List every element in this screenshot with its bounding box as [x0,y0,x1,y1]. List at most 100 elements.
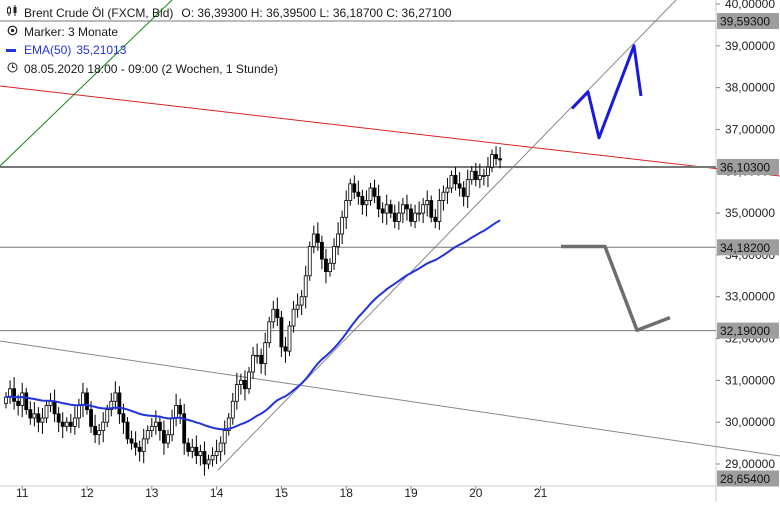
candle-up [263,342,268,365]
candle-down [125,421,130,440]
candle-up [198,451,203,457]
legend-ema-row: EMA(50) 35,21013 [6,41,452,60]
candle-up [271,308,276,323]
candle-down [429,200,434,218]
candle-up [336,233,341,247]
candle-up [328,262,332,273]
candle-up [384,204,389,214]
candle-up [210,455,215,461]
candle-up [396,212,401,222]
candle-up [486,166,490,176]
candle-down [380,208,385,214]
candle-up [222,430,227,444]
y-tick-label: 33,00000 [725,290,775,304]
candle-down [494,154,498,160]
candle-down [56,413,61,423]
x-tick-label: 13 [145,486,159,500]
candle-up [72,417,77,427]
projections [561,44,671,332]
chart-legend: Brent Crude Öl (FXCM, Bid) O: 36,39300 H… [6,4,452,78]
x-tick-label: 11 [16,486,29,500]
candle-down [388,204,393,214]
period-label: 08.05.2020 18:00 - 09:00 (2 Wochen, 1 St… [24,61,278,76]
projection-up [570,44,643,140]
candle-up [234,384,239,402]
y-tick-label: 40,00000 [725,0,775,11]
candle-down [182,413,187,444]
candle-up [32,413,37,419]
candle-up [421,204,426,214]
instrument-name: Brent Crude Öl (FXCM, Bid) [24,6,174,20]
candle-up [174,405,179,419]
y-tick-label: 37,00000 [725,122,775,136]
price-badge [717,322,779,339]
candle-up [481,175,486,177]
candle-down [52,400,57,415]
candle-up [20,392,25,406]
candle-up [465,179,470,197]
candle-down [409,208,413,222]
x-tick-label: 14 [210,486,224,500]
candle-down [24,392,29,411]
candle-up [469,170,474,181]
candle-up [218,442,223,452]
candle-up [81,392,85,406]
y-axis: 29,0000030,0000031,0000032,0000033,00000… [716,0,775,471]
price-badge [717,158,779,175]
candle-up [368,187,373,201]
price-badge-label: 32,19000 [720,324,770,338]
candle-down [36,413,41,423]
candle-down [279,317,284,348]
x-tick-label: 19 [404,486,418,500]
candle-up [490,154,494,168]
candle-up [141,438,146,452]
y-tick-label: 38,00000 [725,81,775,95]
x-tick-label: 21 [534,486,548,500]
candle-down [194,446,199,457]
candle-down [16,400,21,406]
candle-up [206,459,211,465]
candle-down [376,195,381,210]
candle-up [247,371,251,390]
candle-up [348,183,353,201]
candle-down [372,187,377,197]
candle-down [157,421,162,431]
price-badge-label: 28,65400 [720,472,770,486]
x-tick-label: 15 [275,486,289,500]
price-badge-label: 36,10300 [720,160,770,174]
candle-down [60,421,65,427]
candle-down [352,183,357,193]
candle-up [400,204,405,214]
candle-up [145,430,150,440]
price-badge-label: 34,18200 [720,241,770,255]
x-axis: 11 12 13 14 15 18 19 20 21 [16,486,548,500]
candle-down [121,413,126,423]
price-badge [717,13,779,30]
candle-down [162,430,166,444]
candle-down [129,438,134,444]
x-tick-label: 12 [80,486,94,500]
candle-up [425,200,430,206]
candle-down [178,405,183,415]
candle-up [287,325,292,352]
marker-icon [6,23,18,42]
y-tick-label: 29,00000 [725,457,775,471]
candlestick-icon [6,4,18,23]
candle-up [153,421,158,427]
price-badge [717,239,779,256]
marker-label: Marker: 3 Monate [24,24,119,39]
projection-down [561,244,671,332]
candle-up [226,417,231,431]
candle-up [44,405,49,419]
candle-up [291,308,296,327]
candle-down [259,354,264,365]
ema-value: 35,21013 [76,43,127,57]
candle-up [170,417,174,436]
candle-up [417,212,422,215]
x-tick-label: 20 [469,486,483,500]
candle-up [364,200,369,206]
candle-down [117,392,122,415]
candle-down [473,170,478,181]
